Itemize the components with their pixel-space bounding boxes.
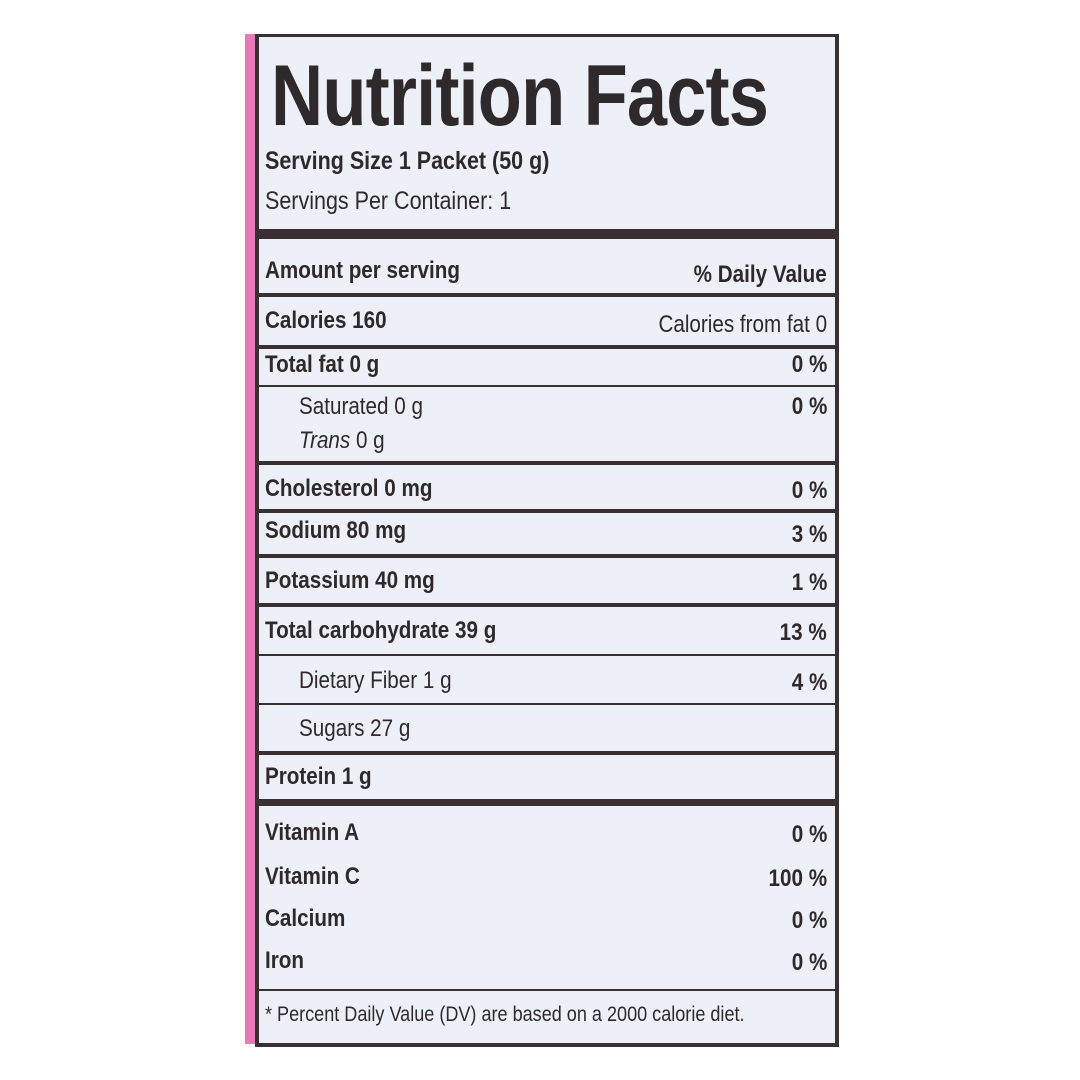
divider [259, 461, 835, 465]
nutrition-facts-label: Nutrition Facts Serving Size 1 Packet (5… [255, 34, 839, 1047]
iron: Iron [265, 947, 304, 974]
trans-fat: Trans 0 g [299, 427, 385, 454]
total-fat-dv: 0 % [791, 351, 827, 378]
sugars: Sugars 27 g [299, 715, 411, 742]
vitamin-c-dv: 100 % [768, 865, 827, 892]
vitamin-c: Vitamin C [265, 863, 360, 890]
serving-size: Serving Size 1 Packet (50 g) [265, 147, 550, 175]
amount-per-serving-header: Amount per serving [265, 257, 460, 284]
divider [259, 345, 835, 349]
saturated-fat-dv: 0 % [791, 393, 827, 420]
dietary-fiber: Dietary Fiber 1 g [299, 667, 452, 694]
iron-dv: 0 % [791, 949, 827, 976]
potassium-dv: 1 % [791, 569, 827, 596]
daily-value-header: % Daily Value [693, 261, 827, 288]
divider [259, 229, 835, 239]
divider [259, 293, 835, 297]
calories-from-fat: Calories from fat 0 [658, 311, 827, 338]
calcium: Calcium [265, 905, 346, 932]
cholesterol: Cholesterol 0 mg [265, 475, 433, 502]
potassium: Potassium 40 mg [265, 567, 435, 594]
total-carbohydrate: Total carbohydrate 39 g [265, 617, 497, 644]
divider [259, 751, 835, 755]
total-carbohydrate-dv: 13 % [779, 619, 827, 646]
divider [259, 603, 835, 607]
servings-per-container: Servings Per Container: 1 [265, 187, 512, 215]
dietary-fiber-dv: 4 % [791, 669, 827, 696]
divider [259, 385, 835, 387]
sodium-dv: 3 % [791, 521, 827, 548]
divider [259, 554, 835, 558]
cholesterol-dv: 0 % [791, 477, 827, 504]
divider [259, 703, 835, 705]
saturated-fat: Saturated 0 g [299, 393, 423, 420]
calories: Calories 160 [265, 307, 387, 334]
divider [259, 799, 835, 806]
divider [259, 989, 835, 991]
divider [259, 509, 835, 513]
divider [259, 654, 835, 656]
vitamin-a-dv: 0 % [791, 821, 827, 848]
protein: Protein 1 g [265, 763, 372, 790]
vitamin-a: Vitamin A [265, 819, 360, 846]
total-fat: Total fat 0 g [265, 351, 380, 378]
label-title: Nutrition Facts [271, 48, 769, 144]
sodium: Sodium 80 mg [265, 517, 407, 544]
calcium-dv: 0 % [791, 907, 827, 934]
footnote: * Percent Daily Value (DV) are based on … [265, 1003, 745, 1026]
package-edge [245, 34, 256, 1044]
